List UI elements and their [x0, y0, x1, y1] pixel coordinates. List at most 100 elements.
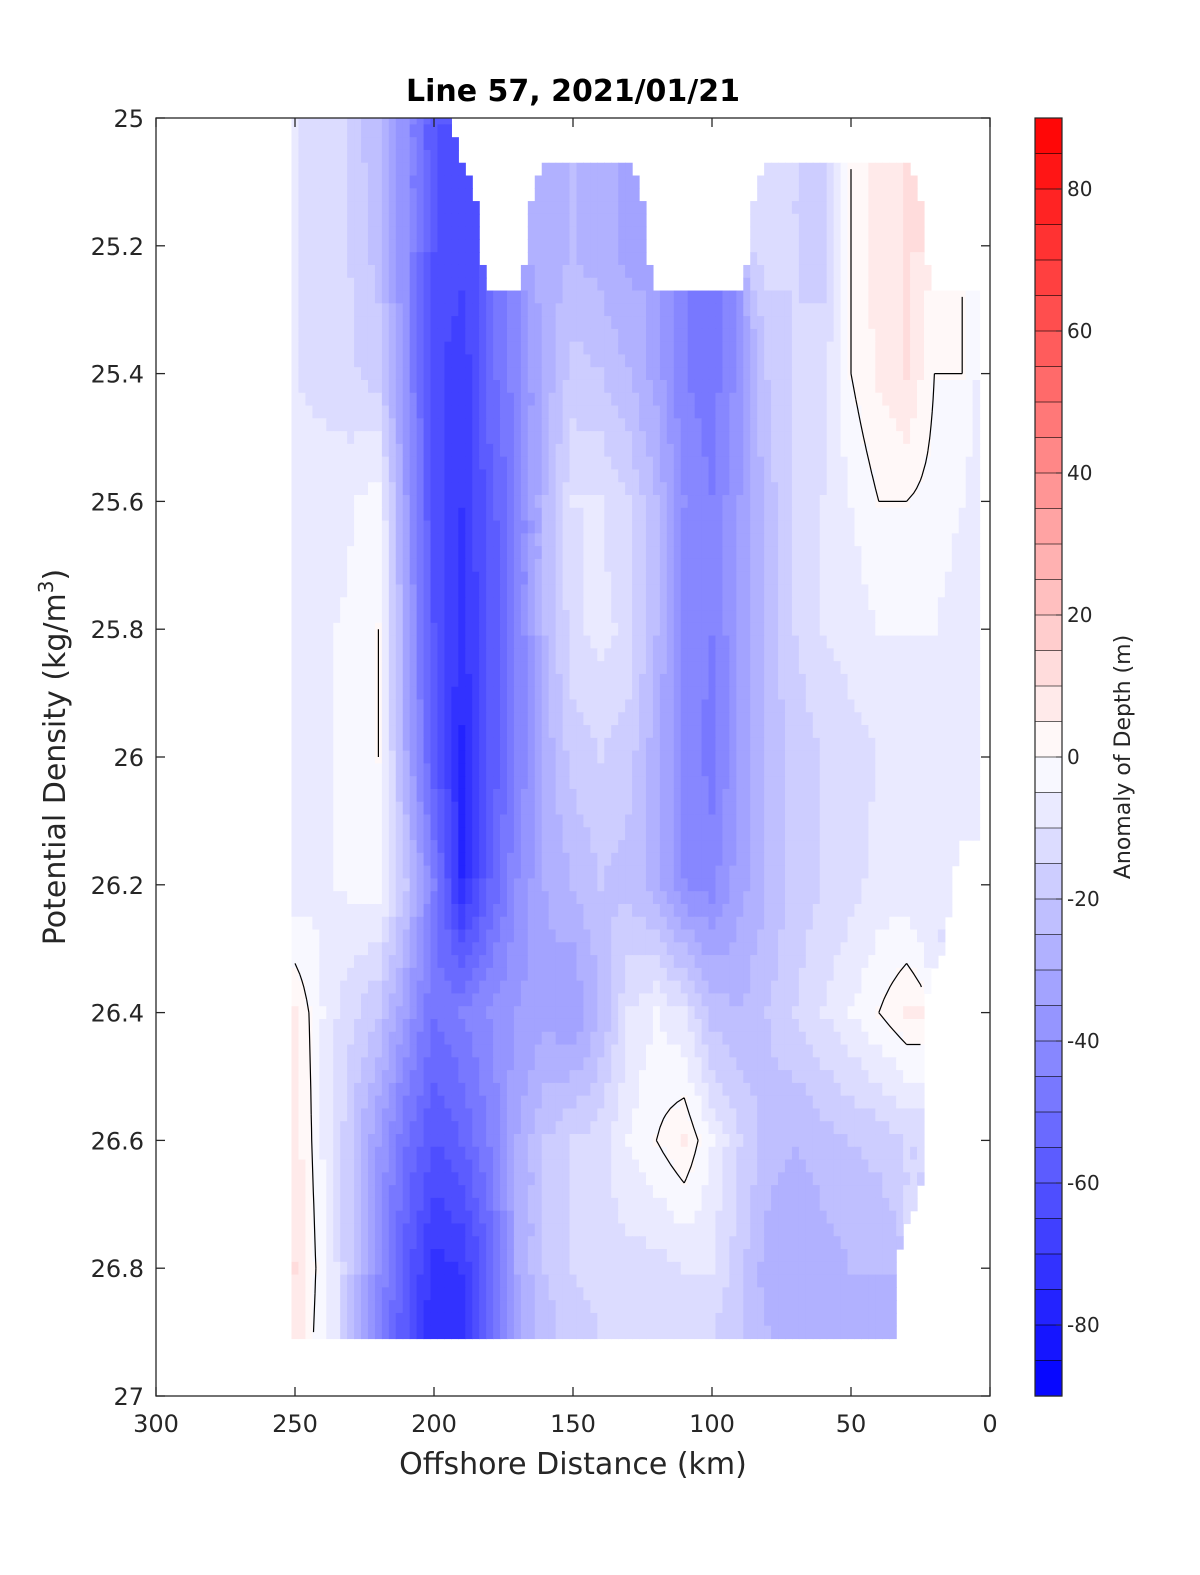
heatmap-cell [430, 316, 439, 330]
heatmap-cell [367, 635, 376, 649]
heatmap-cell [896, 635, 904, 649]
heatmap-cell [604, 162, 612, 177]
heatmap-cell [743, 431, 751, 445]
heatmap-cell [597, 264, 605, 279]
heatmap-cell [910, 801, 918, 816]
heatmap-cell [576, 827, 585, 841]
heatmap-cell [639, 814, 647, 828]
heatmap-cell [305, 264, 313, 279]
heatmap-cell [402, 712, 411, 726]
heatmap-cell [798, 379, 807, 394]
heatmap-cell [305, 367, 313, 381]
heatmap-cell [951, 725, 960, 739]
heatmap-cell [298, 405, 307, 419]
heatmap-cell [903, 277, 911, 292]
heatmap-cell [791, 162, 800, 177]
heatmap-cell [465, 175, 473, 189]
heatmap-cell [347, 750, 355, 764]
heatmap-cell [722, 673, 730, 688]
heatmap-cell [312, 137, 320, 151]
heatmap-cell [750, 610, 758, 624]
heatmap-cell [625, 495, 633, 509]
heatmap-cell [493, 482, 501, 496]
heatmap-cell [548, 431, 557, 445]
heatmap-cell [513, 597, 522, 611]
heatmap-cell [465, 610, 473, 624]
heatmap-cell [701, 533, 710, 547]
heatmap-cell [409, 456, 418, 471]
heatmap-cell [645, 558, 654, 573]
heatmap-cell [611, 316, 619, 330]
heatmap-cell [451, 571, 459, 586]
heatmap-cell [506, 686, 515, 701]
heatmap-cell [451, 712, 459, 726]
heatmap-cell [354, 686, 362, 701]
heatmap-cell [708, 814, 717, 828]
heatmap-cell [687, 763, 696, 777]
heatmap-cell [597, 673, 605, 688]
heatmap-cell [618, 673, 626, 688]
heatmap-cell [479, 814, 487, 828]
heatmap-cell [305, 469, 313, 483]
heatmap-cell [395, 431, 404, 445]
heatmap-cell [694, 316, 703, 330]
heatmap-cell [604, 763, 612, 777]
heatmap-cell [527, 226, 536, 241]
heatmap-cell [555, 635, 564, 649]
heatmap-cell [854, 392, 863, 407]
heatmap-cell [291, 124, 300, 138]
heatmap-cell [917, 737, 925, 752]
heatmap-cell [923, 495, 932, 509]
heatmap-cell [659, 392, 668, 407]
heatmap-cell [854, 673, 863, 688]
heatmap-cell [493, 725, 501, 739]
heatmap-cell [652, 469, 661, 483]
heatmap-cell [590, 405, 598, 419]
heatmap-cell [534, 226, 543, 241]
heatmap-cell [597, 507, 605, 522]
heatmap-cell [361, 788, 369, 803]
heatmap-cell [458, 188, 466, 202]
heatmap-cell [694, 737, 703, 752]
heatmap-cell [527, 379, 536, 394]
heatmap-cell [618, 788, 626, 803]
heatmap-cell [361, 520, 369, 534]
heatmap-cell [569, 788, 578, 803]
heatmap-cell [305, 354, 313, 368]
heatmap-cell [632, 443, 640, 458]
heatmap-cell [361, 495, 369, 509]
heatmap-cell [645, 367, 654, 381]
heatmap-cell [506, 495, 515, 509]
heatmap-cell [395, 661, 404, 675]
heatmap-cell [319, 482, 327, 496]
heatmap-cell [444, 482, 452, 496]
heatmap-cell [715, 533, 724, 547]
heatmap-cell [361, 750, 369, 764]
heatmap-cell [326, 443, 334, 458]
heatmap-cell [430, 520, 439, 534]
heatmap-cell [381, 303, 390, 317]
heatmap-cell [819, 226, 828, 241]
heatmap-cell [534, 584, 543, 598]
heatmap-cell [854, 188, 863, 202]
heatmap-cell [333, 520, 341, 534]
heatmap-cell [486, 303, 494, 317]
heatmap-cell [840, 443, 849, 458]
heatmap-cell [903, 622, 911, 637]
heatmap-cell [826, 788, 835, 803]
heatmap-cell [312, 827, 320, 841]
heatmap-cell [930, 290, 939, 304]
heatmap-cell [847, 443, 856, 458]
heatmap-cell [312, 316, 320, 330]
heatmap-cell [819, 495, 828, 509]
heatmap-cell [402, 686, 411, 701]
heatmap-cell [548, 239, 557, 253]
heatmap-cell [958, 814, 967, 828]
heatmap-cell [472, 316, 480, 330]
heatmap-cell [486, 827, 494, 841]
heatmap-cell [437, 367, 446, 381]
heatmap-cell [618, 226, 626, 241]
heatmap-cell [750, 546, 758, 560]
heatmap-cell [854, 456, 863, 471]
heatmap-cell [444, 725, 452, 739]
